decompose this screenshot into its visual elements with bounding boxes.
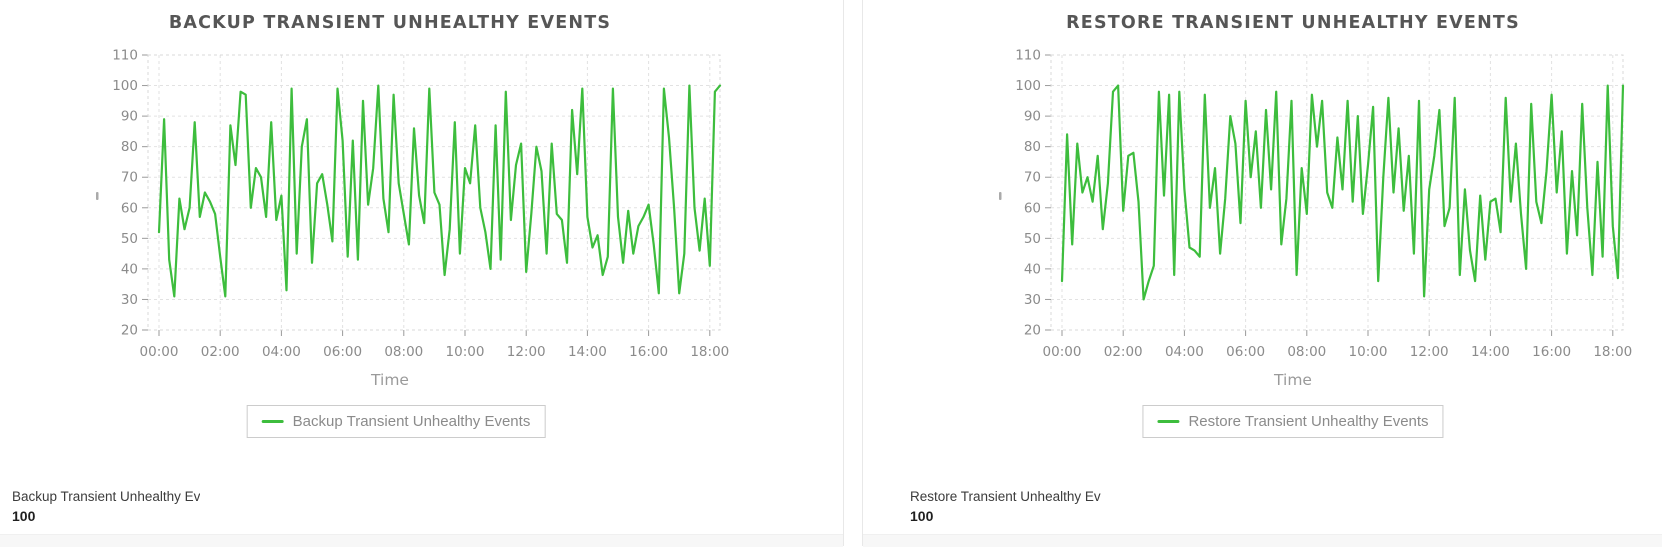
- x-tick-label: 18:00: [690, 344, 729, 360]
- legend-line-swatch: [261, 420, 284, 423]
- y-tick-label: 100: [1015, 78, 1041, 94]
- legend-label: Restore Transient Unhealthy Events: [1188, 413, 1429, 430]
- x-tick-label: 08:00: [1287, 344, 1326, 360]
- x-tick-label: 18:00: [1593, 344, 1632, 360]
- backup-stat-value: 100: [12, 508, 36, 524]
- y-tick-label: 30: [121, 292, 138, 308]
- backup-events-panel: 20 30 40 50 60 70 80 90 100 110 00:00 02:00 04:00 06:…: [0, 0, 844, 547]
- y-axis-title-mark: [96, 192, 99, 200]
- x-tick-label: 14:00: [1471, 344, 1510, 360]
- y-tick-label: 60: [1024, 200, 1041, 216]
- x-tick-label: 12:00: [1410, 344, 1449, 360]
- plot-border: [147, 54, 721, 331]
- next-row-strip: [0, 534, 843, 547]
- y-tick-label: 20: [1024, 323, 1041, 339]
- restore-chart-legend[interactable]: Restore Transient Unhealthy Events: [1142, 405, 1444, 438]
- y-tick-label: 100: [112, 78, 138, 94]
- legend-line-swatch: [1157, 420, 1180, 423]
- restore-events-panel: 20 30 40 50 60 70 80 90 100 110 00:00 02:00 04:00 06:…: [862, 0, 1662, 547]
- x-tick-label: 02:00: [201, 344, 240, 360]
- x-tick-label: 10:00: [1349, 344, 1388, 360]
- chart-title: BACKUP TRANSIENT UNHEALTHY EVENTS: [169, 13, 611, 33]
- y-tick-label: 110: [112, 48, 138, 64]
- x-tick-label: 00:00: [140, 344, 179, 360]
- y-tick-label: 40: [1024, 261, 1041, 277]
- x-tick-label: 04:00: [262, 344, 301, 360]
- x-axis-title: Time: [370, 371, 409, 389]
- y-tick-label: 60: [121, 200, 138, 216]
- y-tick-label: 90: [1024, 109, 1041, 125]
- y-tick-label: 50: [1024, 231, 1041, 247]
- restore-events-chart[interactable]: 20 30 40 50 60 70 80 90 100 110 00:00 02:00 04:00 06:…: [963, 0, 1662, 400]
- y-tick-label: 110: [1015, 48, 1041, 64]
- next-row-strip: [863, 534, 1662, 547]
- plot-area: 20 30 40 50 60 70 80 90 100 110 00:00 02:00 04:00 06:…: [1015, 48, 1632, 361]
- x-tick-label: 00:00: [1043, 344, 1082, 360]
- x-tick-label: 12:00: [507, 344, 546, 360]
- series-line[interactable]: [157, 84, 722, 298]
- y-tick-label: 80: [1024, 139, 1041, 155]
- y-tick-label: 20: [121, 323, 138, 339]
- backup-stat-label: Backup Transient Unhealthy Ev: [12, 489, 201, 504]
- y-axis-title-mark: [999, 192, 1002, 200]
- x-axis-title: Time: [1273, 371, 1312, 389]
- restore-stat-label: Restore Transient Unhealthy Ev: [910, 489, 1101, 504]
- x-tick-label: 08:00: [384, 344, 423, 360]
- x-tick-label: 04:00: [1165, 344, 1204, 360]
- plot-area: 20 30 40 50 60 70 80 90 100 110 00:00 02:00 04:00 06:…: [112, 48, 729, 361]
- backup-chart-legend[interactable]: Backup Transient Unhealthy Events: [246, 405, 546, 438]
- x-tick-label: 02:00: [1104, 344, 1143, 360]
- chart-title: RESTORE TRANSIENT UNHEALTHY EVENTS: [1066, 13, 1520, 33]
- y-tick-label: 70: [1024, 170, 1041, 186]
- x-tick-label: 16:00: [629, 344, 668, 360]
- y-tick-label: 30: [1024, 292, 1041, 308]
- x-tick-label: 06:00: [323, 344, 362, 360]
- x-tick-label: 06:00: [1226, 344, 1265, 360]
- series-line[interactable]: [1060, 84, 1625, 301]
- x-tick-label: 10:00: [446, 344, 485, 360]
- y-tick-label: 80: [121, 139, 138, 155]
- y-tick-label: 90: [121, 109, 138, 125]
- y-tick-label: 50: [121, 231, 138, 247]
- x-tick-label: 14:00: [568, 344, 607, 360]
- plot-border: [1050, 54, 1624, 331]
- backup-events-chart[interactable]: 20 30 40 50 60 70 80 90 100 110 00:00 02:00 04:00 06:…: [60, 0, 760, 400]
- y-tick-label: 70: [121, 170, 138, 186]
- y-tick-label: 40: [121, 261, 138, 277]
- x-tick-label: 16:00: [1532, 344, 1571, 360]
- restore-stat-value: 100: [910, 508, 934, 524]
- legend-label: Backup Transient Unhealthy Events: [292, 413, 531, 430]
